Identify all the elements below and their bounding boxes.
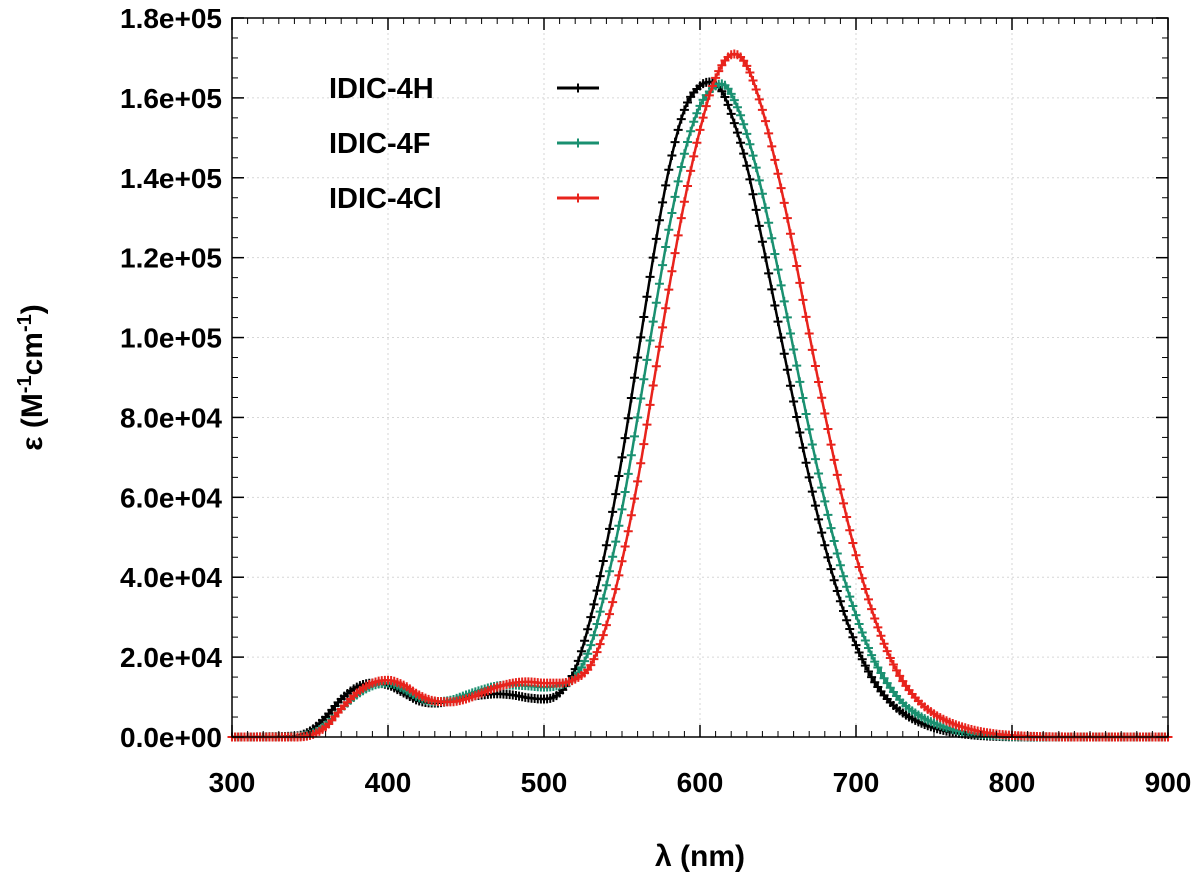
y-tick-label: 1.2e+05: [120, 243, 222, 274]
legend-swatch-marker: [573, 193, 583, 203]
legend-swatch-marker: [573, 138, 583, 148]
x-tick-label: 300: [209, 767, 256, 798]
x-tick-label: 600: [677, 767, 724, 798]
y-tick-label: 0.0e+00: [120, 722, 222, 753]
y-tick-label: 2.0e+04: [120, 642, 222, 673]
y-tick-label: 1.6e+05: [120, 83, 222, 114]
y-tick-label: 1.8e+05: [120, 3, 222, 34]
x-tick-label: 800: [989, 767, 1036, 798]
y-tick-label: 4.0e+04: [120, 562, 222, 593]
grid: [232, 18, 1168, 737]
y-tick-label: 6.0e+04: [120, 482, 222, 513]
y-tick-label: 8.0e+04: [120, 402, 222, 433]
legend-swatch-marker: [573, 83, 583, 93]
x-tick-label: 700: [833, 767, 880, 798]
x-tick-label: 400: [365, 767, 412, 798]
y-tick-label: 1.4e+05: [120, 163, 222, 194]
y-axis-title: ε (M-1cm-1): [14, 304, 49, 451]
legend: IDIC-4H IDIC-4F IDIC-4Cl: [329, 73, 599, 215]
x-tick-label: 900: [1145, 767, 1192, 798]
ticks: 300 400 500 600 700 800 900 0.0e+00 2.0e+04 4.0e+…: [120, 3, 1191, 798]
x-tick-label: 500: [521, 767, 568, 798]
legend-label: IDIC-4F: [329, 128, 431, 160]
x-axis-title: λ (nm): [655, 840, 745, 873]
legend-label: IDIC-4Cl: [329, 183, 442, 215]
y-tick-label: 1.0e+05: [120, 323, 222, 354]
legend-label: IDIC-4H: [329, 73, 434, 105]
